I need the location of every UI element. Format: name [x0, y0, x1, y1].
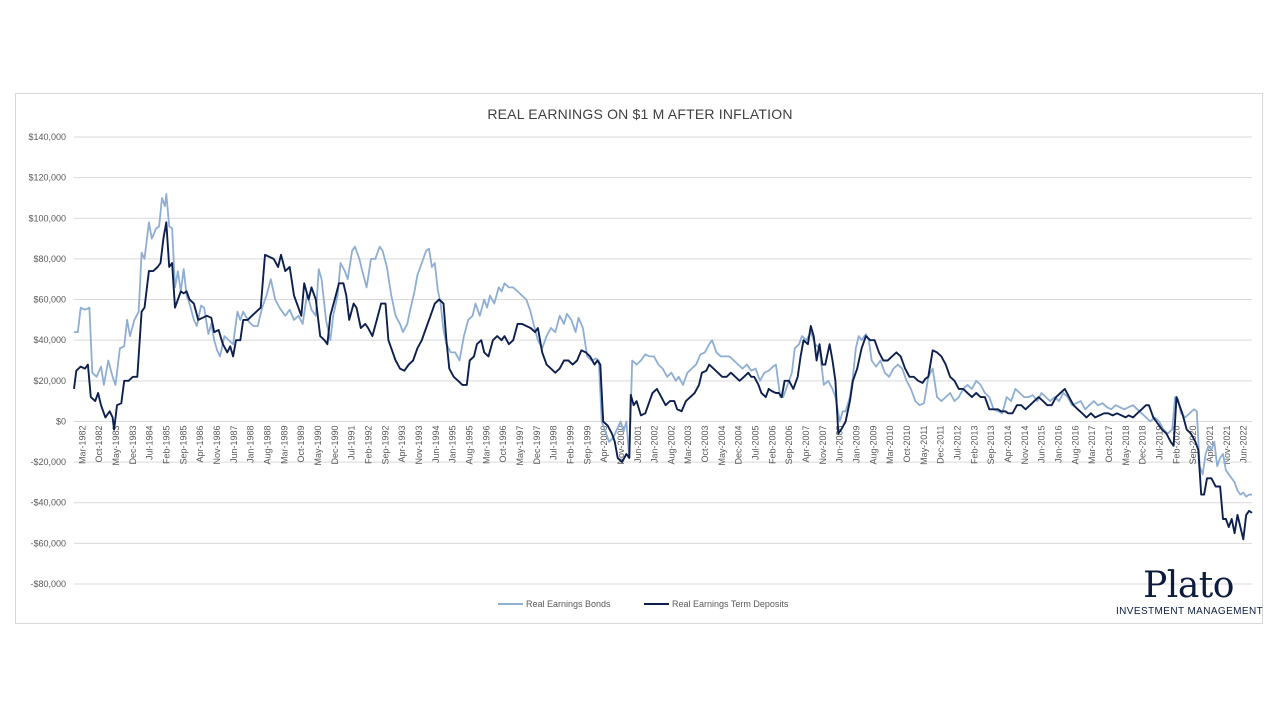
x-tick-label: Aug-2002: [666, 425, 676, 464]
x-tick-label: May-1990: [313, 425, 323, 465]
y-tick-label: $140,000: [28, 132, 66, 142]
legend: Real Earnings Bonds Real Earnings Term De…: [498, 599, 789, 609]
x-tick-label: Sep-2020: [1188, 425, 1198, 464]
logo-subtitle: INVESTMENT MANAGEMENT: [1116, 606, 1264, 617]
x-tick-label: Feb-2006: [767, 425, 777, 464]
x-tick-label: Jun-1994: [431, 425, 441, 463]
x-tick-label: Jul-1984: [145, 425, 155, 460]
y-tick-label: $80,000: [33, 254, 66, 264]
x-tick-label: Sep-1992: [380, 425, 390, 464]
x-tick-label: Aug-1995: [464, 425, 474, 464]
x-tick-label: Oct-2003: [700, 425, 710, 462]
x-tick-label: Dec-1990: [330, 425, 340, 464]
x-tick-label: May-1997: [515, 425, 525, 465]
x-tick-label: Mar-2017: [1087, 425, 1097, 464]
x-axis-ticks: Mar-1982 Oct-1982 May-1983 Dec-1983 Jul-1984…: [77, 425, 1248, 465]
y-tick-label: -$40,000: [30, 498, 66, 508]
x-tick-label: Jul-2019: [1154, 425, 1164, 460]
x-tick-label: Apr-2014: [1003, 425, 1013, 462]
x-tick-label: Nov-2007: [818, 425, 828, 464]
x-tick-label: Jan-1988: [246, 425, 256, 463]
x-tick-label: Mar-1989: [279, 425, 289, 464]
x-tick-label: Jun-2022: [1239, 425, 1249, 463]
x-tick-label: Sep-2006: [784, 425, 794, 464]
x-tick-label: Apr-1986: [195, 425, 205, 462]
x-tick-label: Feb-1992: [364, 425, 374, 464]
x-tick-label: Feb-1985: [162, 425, 172, 464]
x-tick-label: Feb-1999: [565, 425, 575, 464]
x-tick-label: Jan-2002: [650, 425, 660, 463]
x-tick-label: Sep-1985: [178, 425, 188, 464]
x-tick-label: Dec-2004: [734, 425, 744, 464]
gridlines: [74, 136, 1252, 585]
legend-label: Real Earnings Bonds: [526, 599, 611, 609]
y-tick-label: $0: [56, 416, 66, 426]
x-tick-label: Nov-2014: [1020, 425, 1030, 464]
x-tick-label: Aug-2009: [868, 425, 878, 464]
x-tick-label: May-2011: [919, 425, 929, 464]
legend-label: Real Earnings Term Deposits: [672, 599, 789, 609]
y-tick-label: $60,000: [33, 295, 66, 305]
x-tick-label: Jan-2009: [852, 425, 862, 463]
series-line-term-deposits: [73, 221, 1253, 541]
x-tick-label: Apr-2000: [599, 425, 609, 462]
x-tick-label: Oct-1982: [94, 425, 104, 462]
x-tick-label: Mar-1982: [77, 425, 87, 464]
x-tick-label: Dec-1983: [128, 425, 138, 464]
x-tick-label: Jul-2012: [953, 425, 963, 460]
x-tick-label: May-2004: [717, 425, 727, 465]
x-tick-label: Jul-1998: [549, 425, 559, 460]
series-lines: [73, 193, 1253, 541]
x-tick-label: Jul-1991: [347, 425, 357, 460]
x-tick-label: Nov-1993: [414, 425, 424, 464]
x-tick-label: Oct-2010: [902, 425, 912, 462]
x-tick-label: Jan-1995: [448, 425, 458, 463]
x-tick-label: Jun-2008: [835, 425, 845, 463]
chart-container: REAL EARNINGS ON $1 M AFTER INFLATION $1…: [15, 93, 1263, 624]
y-tick-label: $100,000: [28, 213, 66, 223]
x-tick-label: Apr-2021: [1205, 425, 1215, 462]
x-tick-label: May-2018: [1121, 425, 1131, 465]
x-tick-label: Jun-1987: [229, 425, 239, 463]
y-tick-label: $20,000: [33, 376, 66, 386]
x-tick-label: Apr-1993: [397, 425, 407, 462]
y-tick-label: -$60,000: [30, 538, 66, 548]
y-tick-label: -$20,000: [30, 457, 66, 467]
x-tick-label: May-1983: [111, 425, 121, 465]
x-tick-label: Dec-2018: [1138, 425, 1148, 464]
x-tick-label: Mar-2010: [885, 425, 895, 464]
x-tick-label: Nov-2021: [1222, 425, 1232, 464]
x-tick-label: Nov-2000: [616, 425, 626, 464]
logo-wordmark: Plato: [1143, 565, 1234, 606]
x-tick-label: Feb-2020: [1171, 425, 1181, 464]
x-tick-label: Oct-1996: [498, 425, 508, 462]
x-tick-label: Jun-2015: [1037, 425, 1047, 463]
x-tick-label: Dec-2011: [936, 425, 946, 463]
chart-title: REAL EARNINGS ON $1 M AFTER INFLATION: [487, 106, 793, 122]
x-tick-label: Aug-1988: [263, 425, 273, 464]
x-tick-label: Nov-1986: [212, 425, 222, 464]
x-tick-label: Mar-1996: [481, 425, 491, 464]
line-chart: $140,000 $120,000 $100,000 $80,000 $60,000 $4…: [28, 132, 1253, 609]
series-line-bonds: [74, 193, 1252, 498]
x-tick-label: Sep-1999: [582, 425, 592, 464]
y-tick-label: -$80,000: [30, 579, 66, 589]
x-tick-label: Mar-2003: [683, 425, 693, 464]
x-tick-label: Sep-2013: [986, 425, 996, 464]
x-tick-label: Aug-2016: [1070, 425, 1080, 464]
x-tick-label: Apr-2007: [801, 425, 811, 462]
x-tick-label: Oct-2017: [1104, 425, 1114, 462]
x-tick-label: Dec-1997: [532, 425, 542, 464]
x-tick-label: Jul-2005: [751, 425, 761, 460]
x-tick-label: Feb-2013: [969, 425, 979, 464]
y-tick-label: $120,000: [28, 173, 66, 183]
x-tick-label: Jun-2001: [633, 425, 643, 463]
y-tick-label: $40,000: [33, 335, 66, 345]
x-tick-label: Oct-1989: [296, 425, 306, 462]
y-axis-ticks: $140,000 $120,000 $100,000 $80,000 $60,000 $4…: [28, 132, 66, 589]
x-tick-label: Jan-2016: [1053, 425, 1063, 463]
plato-logo: Plato INVESTMENT MANAGEMENT: [1116, 565, 1264, 618]
